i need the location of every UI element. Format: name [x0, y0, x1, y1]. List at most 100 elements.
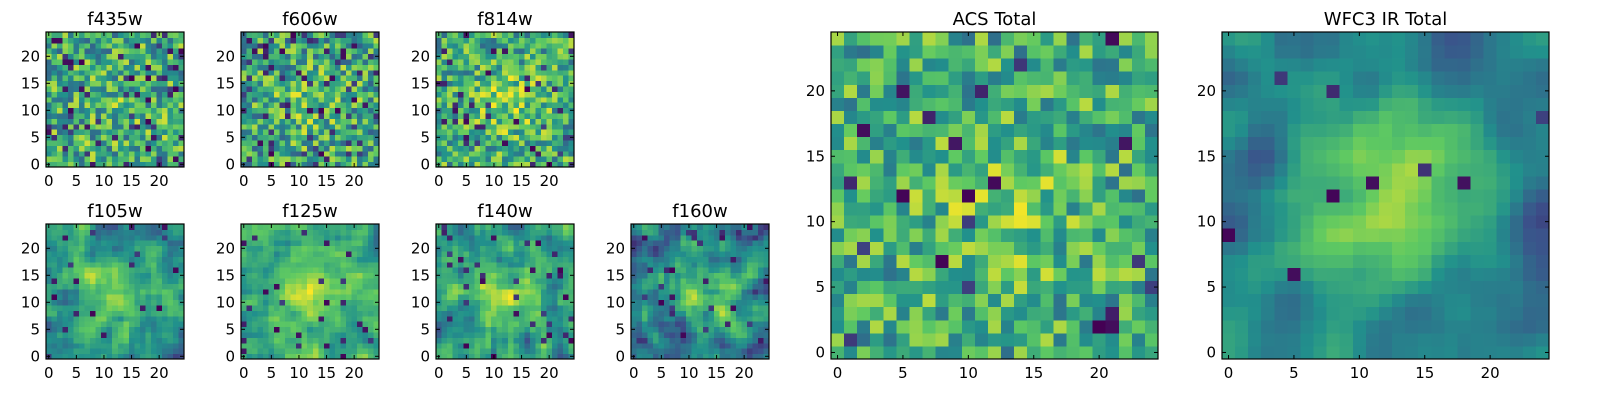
heatmap-cell: [340, 299, 347, 306]
heatmap-cell: [518, 156, 525, 163]
heatmap-cell: [463, 240, 470, 247]
heatmap-cell: [752, 337, 759, 344]
heatmap-cell: [312, 69, 319, 76]
heatmap-cell: [373, 37, 380, 44]
heatmap-cell: [62, 229, 69, 236]
heatmap-cell: [669, 256, 676, 263]
heatmap-cell: [106, 342, 113, 349]
heatmap-cell: [730, 224, 737, 230]
heatmap-cell: [524, 261, 531, 268]
heatmap-cell: [1079, 267, 1094, 282]
heatmap-cell: [1040, 345, 1054, 360]
heatmap-cell: [502, 234, 509, 241]
heatmap-cell: [562, 305, 569, 311]
heatmap-cell: [95, 299, 102, 306]
heatmap-cell: [356, 348, 363, 355]
heatmap-cell: [351, 80, 358, 87]
heatmap-cell: [323, 261, 330, 268]
heatmap-cell: [746, 272, 753, 279]
heatmap-cell: [647, 283, 654, 290]
heatmap-cell: [642, 272, 649, 279]
heatmap-cell: [562, 156, 569, 163]
heatmap-cell: [323, 321, 330, 328]
heatmap-cell: [285, 118, 292, 125]
heatmap-cell: [529, 32, 536, 38]
heatmap-cell: [274, 267, 281, 274]
heatmap-cell: [1027, 345, 1041, 360]
heatmap-cell: [90, 315, 97, 322]
heatmap-cell: [73, 294, 80, 301]
heatmap-cell: [301, 123, 308, 130]
heatmap-cell: [458, 91, 465, 98]
heatmap-cell: [631, 310, 638, 317]
heatmap-cell: [285, 332, 292, 338]
heatmap-cell: [735, 294, 742, 301]
heatmap-cell: [172, 86, 179, 92]
heatmap-cell: [296, 251, 303, 257]
heatmap-cell: [502, 283, 509, 290]
heatmap-cell: [540, 348, 547, 355]
heatmap-cell: [95, 53, 102, 60]
heatmap-cell: [318, 332, 325, 338]
heatmap-cell: [362, 278, 369, 284]
heatmap-cell: [496, 118, 503, 125]
heatmap-cell: [263, 86, 270, 92]
heatmap-cell: [524, 129, 531, 136]
heatmap-cell: [857, 215, 871, 229]
heatmap-cell: [1027, 254, 1041, 268]
heatmap-cell: [518, 261, 525, 268]
heatmap-cell: [156, 326, 163, 333]
heatmap-cell: [345, 353, 352, 360]
heatmap-cell: [351, 342, 358, 349]
heatmap-cell: [1131, 254, 1146, 268]
heatmap-cell: [57, 321, 64, 328]
heatmap-cell: [296, 113, 303, 119]
heatmap-cell: [763, 332, 770, 338]
heatmap-cell: [870, 254, 884, 268]
heatmap-cell: [62, 48, 69, 55]
heatmap-cell: [73, 69, 80, 76]
heatmap-cell: [340, 342, 347, 349]
heatmap-cell: [62, 332, 69, 338]
heatmap-cell: [1053, 306, 1067, 321]
heatmap-cell: [161, 353, 168, 360]
heatmap-cell: [691, 256, 698, 263]
heatmap-cell: [1014, 254, 1028, 268]
heatmap-cell: [252, 267, 259, 274]
heatmap-cell: [296, 332, 303, 338]
heatmap-cell: [724, 224, 731, 230]
heatmap-cell: [518, 123, 525, 130]
heatmap-cell: [340, 32, 347, 38]
heatmap-cell: [145, 42, 152, 49]
heatmap-cell: [524, 59, 531, 65]
heatmap-cell: [290, 161, 297, 168]
heatmap-cell: [301, 299, 308, 306]
heatmap-cell: [496, 80, 503, 87]
heatmap-cell: [529, 240, 536, 247]
heatmap-cell: [546, 234, 553, 241]
heatmap-cell: [367, 118, 374, 125]
heatmap-cell: [675, 278, 682, 284]
heatmap-cell: [562, 283, 569, 290]
heatmap-cell: [318, 299, 325, 306]
heatmap-cell: [557, 332, 564, 338]
heatmap-cell: [474, 42, 481, 49]
heatmap-cell: [112, 80, 119, 87]
heatmap-cell: [757, 332, 764, 338]
heatmap-cell: [128, 278, 135, 284]
heatmap-cell: [513, 229, 520, 236]
heatmap-cell: [139, 161, 146, 168]
heatmap-cell: [95, 278, 102, 284]
heatmap-cell: [436, 321, 443, 328]
heatmap-cell: [241, 288, 248, 295]
heatmap-cell: [719, 272, 726, 279]
heatmap-cell: [112, 37, 119, 44]
heatmap-cell: [117, 337, 124, 344]
heatmap-cell: [340, 80, 347, 87]
heatmap-cell: [51, 102, 58, 109]
heatmap-cell: [675, 283, 682, 290]
heatmap-cell: [658, 321, 665, 328]
heatmap-cell: [323, 140, 330, 146]
heatmap-cell: [441, 150, 448, 157]
heatmap-cell: [312, 240, 319, 247]
